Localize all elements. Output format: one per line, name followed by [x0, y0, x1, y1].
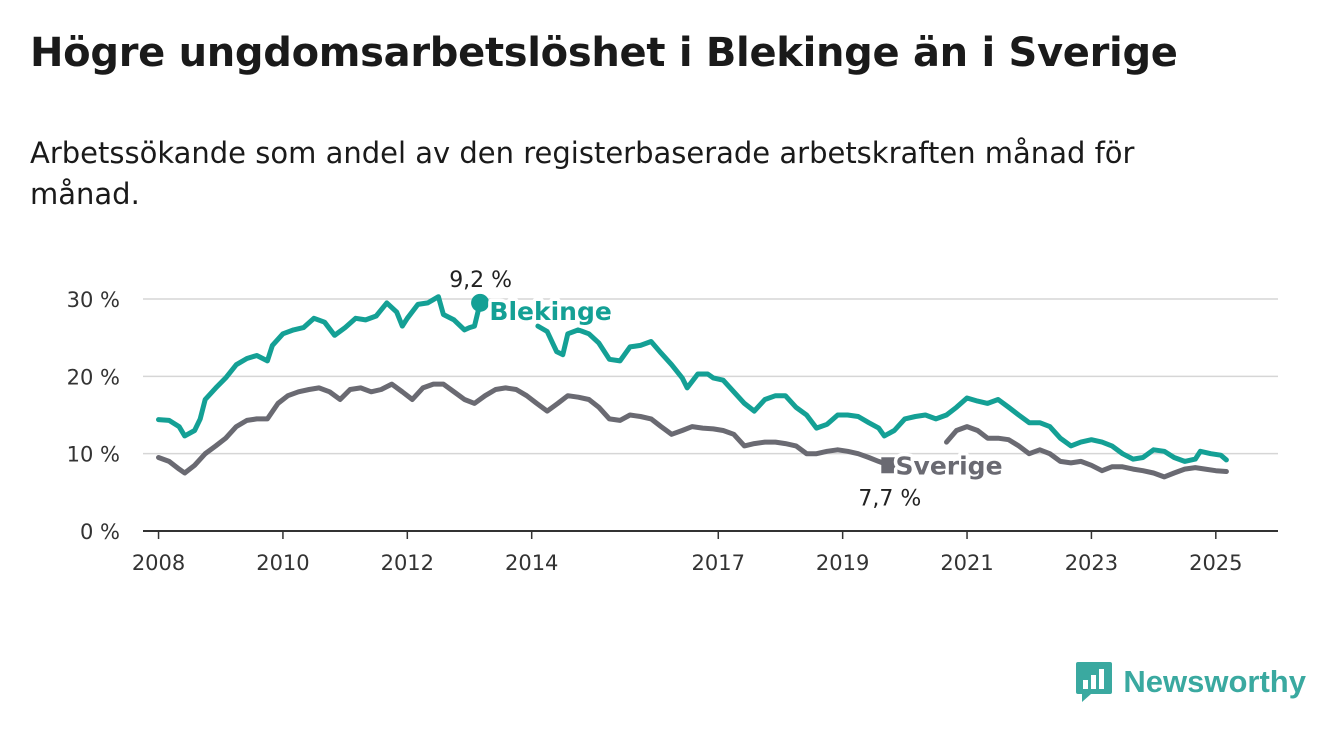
- series-line-blekinge-1: [535, 323, 1229, 464]
- x-tick-label-2017: 2017: [692, 551, 745, 575]
- series-lines: [156, 293, 1229, 480]
- newsworthy-logo: Newsworthy: [1075, 660, 1306, 704]
- end-label-sverige: 7,7 %: [858, 486, 921, 511]
- series-line-sverige-2: [156, 381, 892, 476]
- x-tick-label-2019: 2019: [816, 551, 869, 575]
- series-line-blekinge-0: [156, 294, 483, 439]
- x-tick-label-2023: 2023: [1065, 551, 1118, 575]
- series-labels: 7,7 % 9,2 % Blekinge Sverige: [449, 268, 1006, 511]
- end-label-blekinge: 9,2 %: [449, 268, 512, 293]
- x-tick-label-2021: 2021: [940, 551, 993, 575]
- chart-title: Högre ungdomsarbetslöshet i Blekinge än …: [30, 30, 1178, 76]
- x-tick-label-2014: 2014: [505, 551, 558, 575]
- y-tick-label-30: 30 %: [67, 288, 120, 312]
- x-tick-label-2025: 2025: [1189, 551, 1242, 575]
- x-tick-label-2010: 2010: [256, 551, 309, 575]
- x-tick-label-2008: 2008: [132, 551, 185, 575]
- end-marker-blekinge: [471, 293, 490, 312]
- y-tick-label-10: 10 %: [67, 443, 120, 467]
- brand-name: Newsworthy: [1123, 664, 1306, 699]
- end-marker-sverige: [881, 457, 898, 474]
- series-label-sverige: Sverige: [896, 452, 1003, 481]
- y-axis-ticks: 0 % 10 % 20 % 30 %: [67, 288, 120, 544]
- series-line-sverige-3: [944, 424, 1229, 480]
- x-tick-label-2012: 2012: [381, 551, 434, 575]
- chart-subtitle: Arbetssökande som andel av den registerb…: [30, 136, 1135, 211]
- y-tick-label-0: 0 %: [80, 520, 120, 544]
- x-axis: 2008 2010 2012 2014 2017 2019 2021 2023 2025: [132, 530, 1278, 575]
- bar-chart-speech-bubble-icon: [1076, 662, 1113, 702]
- y-tick-label-20: 20 %: [67, 365, 120, 389]
- series-label-blekinge: Blekinge: [489, 297, 611, 326]
